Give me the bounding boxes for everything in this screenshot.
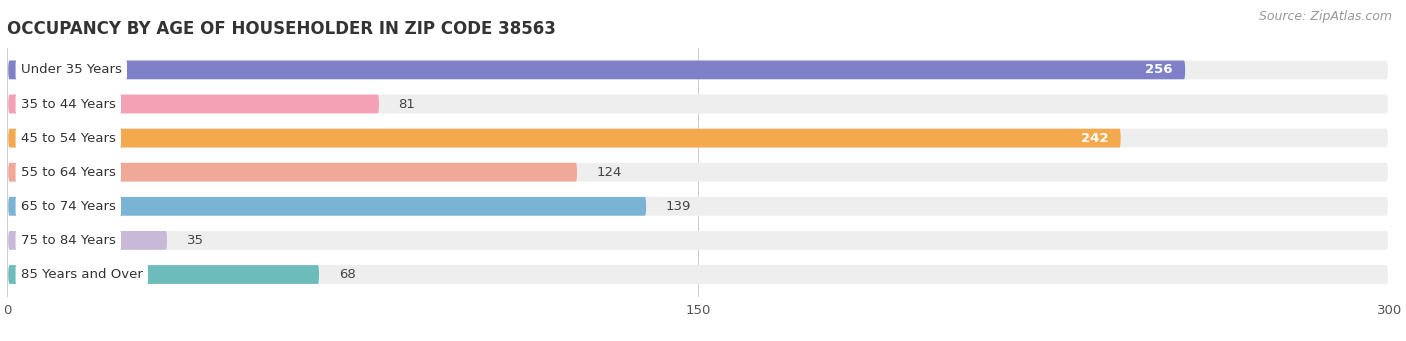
FancyBboxPatch shape (8, 231, 167, 250)
Text: 55 to 64 Years: 55 to 64 Years (21, 166, 115, 179)
Text: 35 to 44 Years: 35 to 44 Years (21, 98, 115, 110)
FancyBboxPatch shape (8, 197, 647, 216)
FancyBboxPatch shape (8, 129, 1121, 147)
FancyBboxPatch shape (8, 129, 1388, 147)
FancyBboxPatch shape (8, 231, 1388, 250)
Text: 81: 81 (399, 98, 416, 110)
Text: Under 35 Years: Under 35 Years (21, 63, 122, 76)
Text: Source: ZipAtlas.com: Source: ZipAtlas.com (1258, 10, 1392, 23)
Text: 35: 35 (187, 234, 204, 247)
FancyBboxPatch shape (8, 163, 1388, 181)
Text: 124: 124 (596, 166, 621, 179)
FancyBboxPatch shape (8, 94, 380, 113)
FancyBboxPatch shape (8, 265, 1388, 284)
FancyBboxPatch shape (8, 163, 576, 181)
Text: 68: 68 (339, 268, 356, 281)
FancyBboxPatch shape (8, 61, 1185, 79)
Text: 242: 242 (1081, 132, 1108, 145)
Text: 85 Years and Over: 85 Years and Over (21, 268, 143, 281)
Text: OCCUPANCY BY AGE OF HOUSEHOLDER IN ZIP CODE 38563: OCCUPANCY BY AGE OF HOUSEHOLDER IN ZIP C… (7, 20, 555, 38)
Text: 139: 139 (666, 200, 692, 213)
Text: 75 to 84 Years: 75 to 84 Years (21, 234, 115, 247)
Text: 65 to 74 Years: 65 to 74 Years (21, 200, 115, 213)
FancyBboxPatch shape (8, 265, 319, 284)
Text: 45 to 54 Years: 45 to 54 Years (21, 132, 115, 145)
FancyBboxPatch shape (8, 197, 1388, 216)
Text: 256: 256 (1144, 63, 1173, 76)
FancyBboxPatch shape (8, 61, 1388, 79)
FancyBboxPatch shape (8, 94, 1388, 113)
